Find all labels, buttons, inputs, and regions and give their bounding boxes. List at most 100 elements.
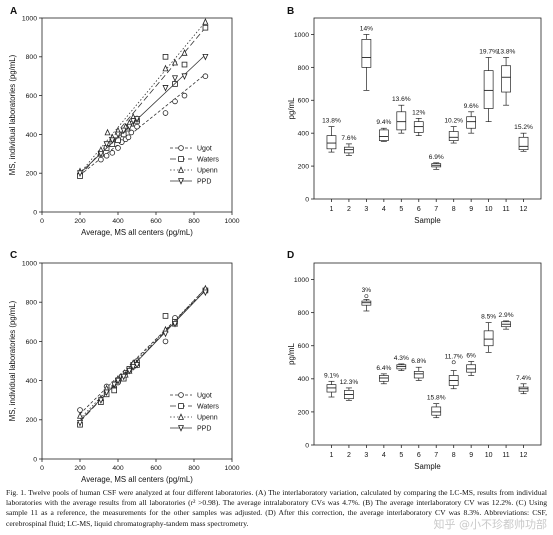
data-point [77,407,83,413]
data-point [103,389,110,397]
data-point [162,338,169,345]
box-sample-5: 13.6% [392,96,411,134]
cv-label: 7.6% [341,135,356,142]
legend-label: Waters [197,157,219,164]
x-tick-label: 12 [520,206,528,213]
series-upenn [76,18,209,175]
legend-entry: PPD [170,178,211,186]
x-tick-label: 7 [434,452,438,459]
y-axis-label: MS, individual laboratories (pg/mL) [8,54,17,175]
panel-letter: D [287,250,294,261]
data-point [120,127,127,135]
data-point [114,131,122,139]
data-point [109,137,116,144]
x-tick-label: 6 [417,206,421,213]
y-tick-label: 200 [26,417,38,424]
data-point [162,64,169,72]
plot-frame [313,262,542,446]
box-sample-9: 6% [466,352,476,376]
box-iqr [483,330,494,347]
y-tick-label: 600 [26,339,38,346]
box-iqr [326,135,337,150]
y-tick-label: 400 [298,131,310,138]
legend-label: PPD [197,426,211,433]
cv-label: 6% [466,352,476,359]
x-axis-label: Average, MS all centers (pg/mL) [81,475,193,484]
cv-label: 9.6% [464,103,479,110]
box-sample-10: 19.7% [479,48,498,123]
data-point [125,134,132,141]
plot-frame [41,17,233,213]
cv-label: 11.7% [445,353,463,360]
x-tick-label: 4 [382,206,386,213]
legend-label: Waters [197,404,219,411]
box-sample-10: 8.5% [481,314,496,353]
data-point [76,412,84,419]
data-point [162,330,169,338]
x-tick-label: 800 [188,465,200,472]
box-iqr [501,65,511,93]
legend-entry: PPD [170,425,211,433]
cv-label: 9.1% [324,372,339,379]
data-point [171,320,179,328]
x-tick-label: 10 [485,206,493,213]
data-point [120,373,127,381]
x-tick-label: 1000 [224,465,239,472]
y-tick-label: 0 [305,442,309,449]
cv-label: 8.5% [481,314,496,321]
legend-label: Upenn [197,168,218,175]
cv-label: 14% [360,25,373,32]
data-point [111,381,118,389]
data-point [104,128,111,136]
legend-label: Ugot [197,393,212,400]
x-tick-label: 3 [364,206,368,213]
x-tick-label: 0 [40,218,44,225]
panel-letter: A [10,6,17,17]
x-tick-label: 0 [40,465,44,472]
legend-marker [177,166,185,173]
x-tick-label: 400 [112,465,124,472]
figure-canvas: A 0 200 400 600 800 1000 0 200 400 600 800 1000 Avera… [8,6,542,484]
y-tick-label: 400 [26,132,38,139]
outlier-point [451,360,456,365]
panel-letter: B [287,6,294,17]
x-tick-label: 200 [74,465,86,472]
data-point [162,313,169,319]
cv-label: 2.9% [499,312,514,319]
box-iqr [413,371,424,379]
x-tick-label: 600 [150,465,162,472]
figure-caption: Fig. 1. Twelve pools of human CSF were a… [6,488,547,528]
series-ppd [76,289,209,427]
data-point [97,150,104,158]
box-sample-7: 6.9% [429,154,444,170]
outlier-point [364,294,369,298]
data-point [130,118,137,125]
x-tick-label: 8 [452,206,456,213]
data-point [126,367,133,375]
fit-line [79,21,206,174]
box-sample-3: 14% [360,25,373,91]
cv-label: 3% [362,287,372,294]
y-tick-label: 400 [298,376,310,383]
legend-entry: Upenn [170,166,218,175]
y-tick-label: 400 [26,378,38,385]
y-tick-label: 800 [26,300,38,307]
data-point [181,92,188,99]
legend-marker [177,178,185,185]
cv-label: 13.6% [392,96,411,103]
data-point [103,141,110,148]
x-tick-label: 12 [520,452,528,459]
cv-label: 15.8% [427,395,446,402]
x-tick-label: 400 [112,218,124,225]
box-iqr [431,406,442,416]
legend-entry: Ugot [170,145,212,153]
y-tick-label: 1000 [22,15,37,22]
cv-label: 15.2% [514,124,533,131]
box-sample-7: 15.8% [427,395,446,419]
data-point [202,54,209,61]
box-sample-3: 3% [361,287,372,312]
data-point [171,75,179,82]
cv-label: 13.8% [322,118,341,125]
box-sample-6: 6.8% [411,358,426,381]
